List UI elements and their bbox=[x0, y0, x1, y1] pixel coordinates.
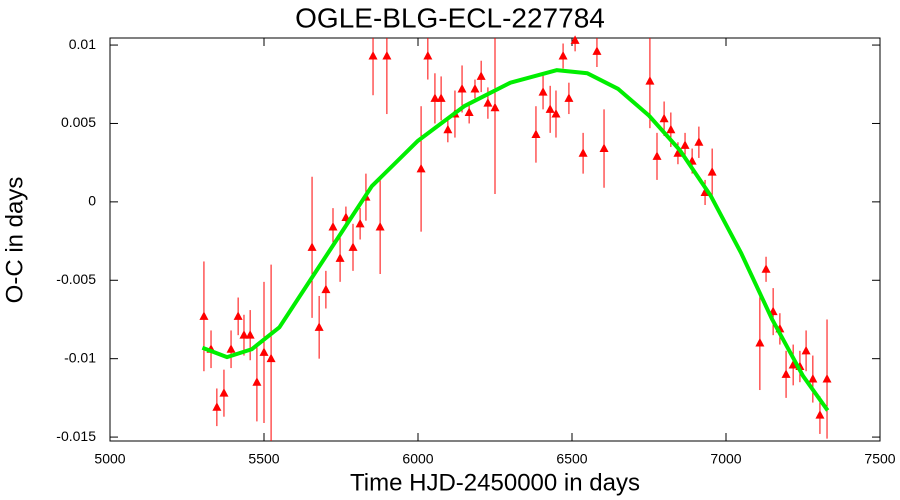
data-point bbox=[226, 344, 236, 353]
x-tick-label: 6500 bbox=[556, 451, 587, 467]
data-point bbox=[599, 143, 609, 153]
x-axis-label: Time HJD-2450000 in days bbox=[350, 469, 640, 496]
data-point bbox=[808, 374, 818, 383]
data-point bbox=[382, 51, 392, 60]
data-point bbox=[822, 374, 832, 383]
data-point bbox=[259, 347, 269, 356]
data-point bbox=[457, 83, 467, 93]
x-tick-label: 7500 bbox=[864, 451, 895, 467]
y-tick-label: -0.015 bbox=[56, 428, 96, 444]
data-point bbox=[416, 163, 426, 173]
data-point bbox=[645, 76, 655, 85]
data-point bbox=[673, 148, 683, 157]
data-point bbox=[348, 242, 358, 251]
data-point bbox=[483, 98, 493, 107]
data-point bbox=[476, 71, 486, 80]
data-point bbox=[252, 377, 262, 386]
data-point bbox=[212, 402, 222, 411]
data-point bbox=[328, 221, 338, 231]
fit-curve bbox=[201, 68, 830, 412]
data-point bbox=[564, 93, 574, 102]
data-point bbox=[592, 46, 602, 55]
data-point bbox=[443, 124, 453, 134]
data-point bbox=[335, 253, 345, 262]
data-point bbox=[219, 388, 229, 397]
data-point bbox=[659, 113, 669, 123]
data-point bbox=[436, 93, 446, 102]
data-point bbox=[375, 221, 385, 231]
data-point bbox=[538, 87, 548, 96]
data-point bbox=[239, 330, 249, 339]
y-axis-label: O-C in days bbox=[1, 177, 28, 304]
data-point bbox=[761, 264, 771, 273]
y-tick-label: 0.01 bbox=[69, 36, 96, 52]
data-point bbox=[680, 140, 690, 149]
x-tick-label: 7000 bbox=[710, 451, 741, 467]
data-point bbox=[490, 102, 500, 112]
data-point bbox=[545, 104, 555, 113]
data-point bbox=[233, 311, 243, 320]
x-tick-label: 6000 bbox=[402, 451, 433, 467]
x-tick-label: 5500 bbox=[248, 451, 279, 467]
data-point bbox=[314, 322, 324, 331]
data-point bbox=[368, 51, 378, 60]
y-tick-label: -0.005 bbox=[56, 271, 96, 287]
data-point bbox=[707, 167, 717, 176]
data-point bbox=[815, 410, 825, 419]
x-tick-label: 5000 bbox=[94, 451, 125, 467]
data-point bbox=[788, 359, 798, 369]
data-point bbox=[423, 51, 433, 60]
y-tick-label: -0.01 bbox=[64, 349, 96, 365]
data-point bbox=[755, 337, 765, 347]
data-point bbox=[430, 93, 440, 102]
data-point bbox=[307, 242, 317, 251]
data-point bbox=[666, 124, 676, 134]
data-point bbox=[578, 148, 588, 157]
data-point bbox=[464, 107, 474, 116]
data-point bbox=[470, 83, 480, 93]
chart-title: OGLE-BLG-ECL-227784 bbox=[295, 2, 605, 33]
data-point bbox=[199, 311, 209, 320]
data-point bbox=[570, 35, 580, 44]
data-point bbox=[801, 345, 811, 355]
data-point bbox=[245, 330, 255, 339]
data-point bbox=[781, 369, 791, 378]
data-point bbox=[266, 353, 276, 363]
data-point bbox=[355, 218, 365, 228]
data-point bbox=[652, 151, 662, 160]
data-point bbox=[558, 51, 568, 60]
data-point bbox=[321, 284, 331, 294]
data-point bbox=[531, 129, 541, 138]
y-tick-label: 0.005 bbox=[61, 114, 96, 130]
y-tick-label: 0 bbox=[88, 193, 96, 209]
data-point bbox=[694, 137, 704, 146]
data-point bbox=[551, 109, 561, 118]
